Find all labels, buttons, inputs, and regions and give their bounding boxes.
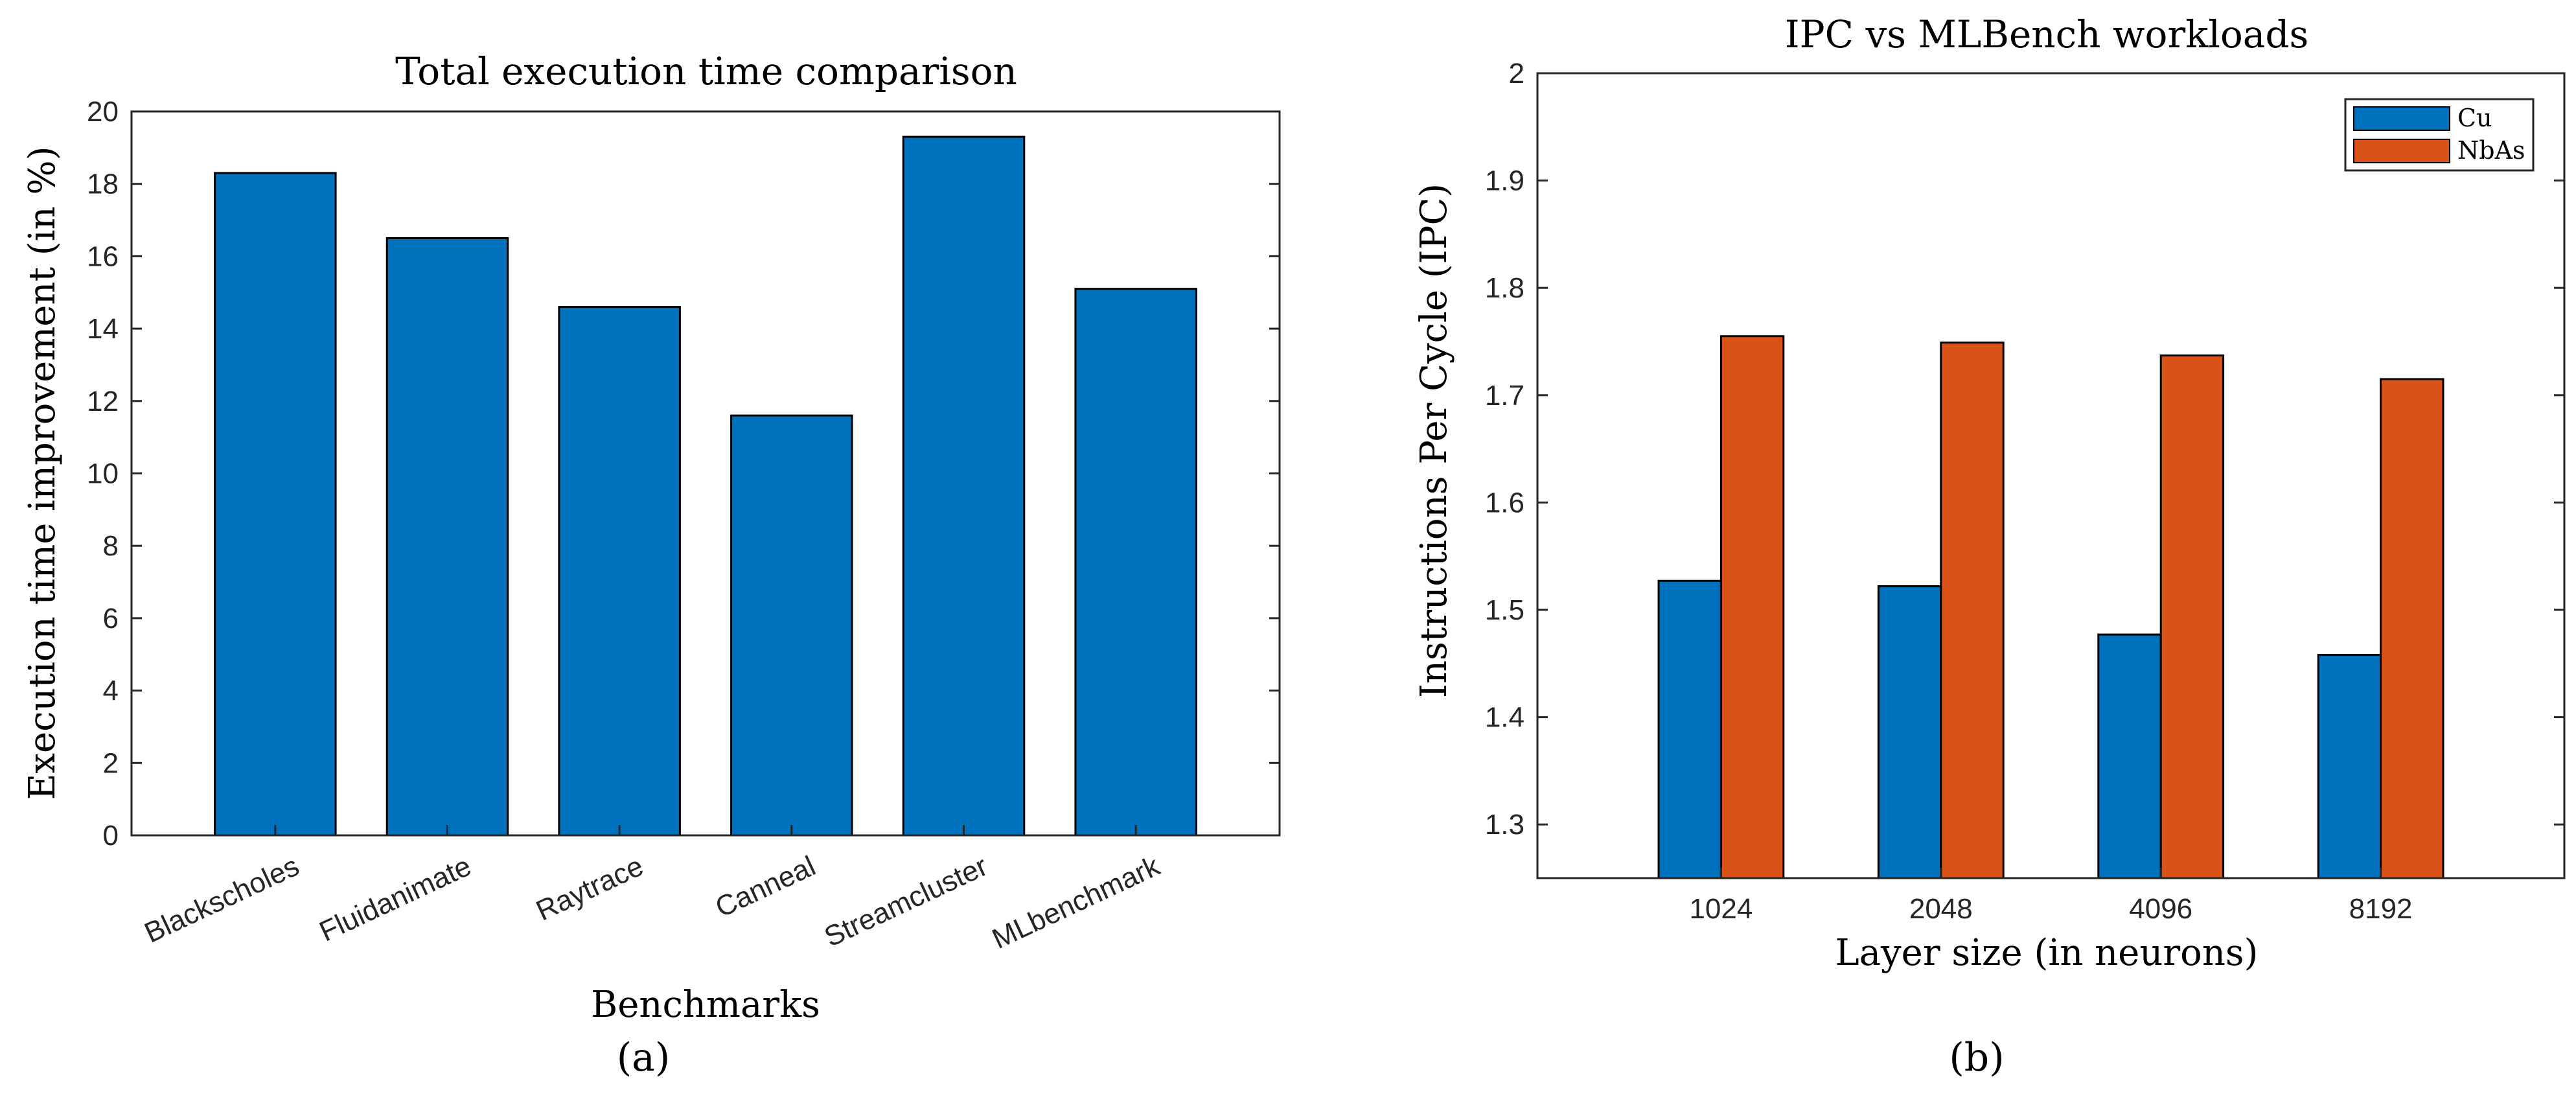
chart-a-title: Total execution time comparison xyxy=(395,49,1017,93)
chart-a-bar-fluidanimate xyxy=(385,237,509,837)
chart-b-ytick-label: 1.3 xyxy=(1485,809,1524,841)
chart-b-bar-cu-4096 xyxy=(2097,633,2162,879)
chart-a-xtick-label: MLbenchmark xyxy=(987,850,1165,955)
chart-b-xtick-label: 1024 xyxy=(1689,893,1753,925)
chart-b-ytick-label: 1.7 xyxy=(1485,380,1524,412)
legend-label-nbas: NbAs xyxy=(2457,136,2525,165)
chart-a-xtick-label: Blackscholes xyxy=(140,850,304,949)
chart-b-xlabel: Layer size (in neurons) xyxy=(1835,932,2258,974)
chart-a-xtick-label: Streamcluster xyxy=(820,850,993,953)
chart-b: IPC vs MLBench workloads 1.3 1.4 1.5 1.6 1.7… xyxy=(1413,12,2566,1080)
chart-a-ytick-label: 18 xyxy=(87,168,119,200)
chart-a: Total execution time comparison 0 2 4 6 8 10 1… xyxy=(21,49,1281,1080)
chart-a-bar-blackscholes xyxy=(214,172,337,837)
chart-a-xtick-label: Raytrace xyxy=(531,850,648,927)
chart-b-axes-box xyxy=(1536,72,2566,879)
chart-b-bar-cu-8192 xyxy=(2317,654,2382,879)
chart-a-ytick-label: 14 xyxy=(87,313,119,345)
chart-b-ytick-label: 2 xyxy=(1509,58,1524,89)
chart-a-bar-canneal xyxy=(730,414,853,837)
chart-b-bar-nbas-8192 xyxy=(2380,378,2444,879)
chart-b-bar-cu-1024 xyxy=(1657,579,1722,879)
chart-a-ylabel: Execution time improvement (in %) xyxy=(21,146,63,800)
chart-b-bar-nbas-1024 xyxy=(1719,335,1785,879)
chart-b-legend: Cu NbAs xyxy=(2344,98,2535,172)
chart-b-ytick-label: 1.9 xyxy=(1485,165,1524,197)
chart-b-xtick-label: 2048 xyxy=(1909,893,1973,925)
chart-b-title: IPC vs MLBench workloads xyxy=(1785,12,2309,56)
legend-swatch-nbas xyxy=(2353,139,2450,163)
chart-b-bar-cu-2048 xyxy=(1877,585,1942,879)
chart-a-ytick-label: 4 xyxy=(103,675,119,707)
chart-b-xtick-label: 4096 xyxy=(2129,893,2192,925)
legend-label-cu: Cu xyxy=(2457,104,2492,132)
chart-a-ytick-label: 16 xyxy=(87,240,119,272)
chart-a-xtick-label: Canneal xyxy=(711,850,820,924)
chart-a-ytick-label: 6 xyxy=(103,603,119,634)
chart-b-ytick-label: 1.5 xyxy=(1485,594,1524,626)
chart-a-ytick-label: 0 xyxy=(103,820,119,852)
panel-a-label: (a) xyxy=(617,1035,671,1080)
chart-a-ytick-label: 2 xyxy=(103,747,119,779)
chart-b-ytick-label: 1.4 xyxy=(1485,702,1524,734)
chart-a-bar-mlbenchmark xyxy=(1074,288,1197,837)
chart-a-bar-raytrace xyxy=(558,306,681,837)
chart-b-bar-nbas-4096 xyxy=(2159,354,2225,879)
chart-b-ytick-label: 1.8 xyxy=(1485,272,1524,304)
chart-b-ytick-label: 1.6 xyxy=(1485,487,1524,518)
chart-a-ytick-label: 8 xyxy=(103,530,119,562)
legend-swatch-cu xyxy=(2353,106,2450,131)
chart-b-ylabel: Instructions Per Cycle (IPC) xyxy=(1413,183,1455,698)
chart-a-xlabel: Benchmarks xyxy=(591,984,820,1026)
chart-a-ytick-label: 20 xyxy=(87,96,119,128)
chart-a-ytick-label: 12 xyxy=(87,386,119,417)
chart-a-ytick-label: 10 xyxy=(87,458,119,490)
chart-b-bar-nbas-2048 xyxy=(1940,342,2005,879)
chart-b-xtick-label: 8192 xyxy=(2349,893,2413,925)
chart-a-bar-streamcluster xyxy=(902,135,1026,837)
panel-b-label: (b) xyxy=(1949,1035,2004,1080)
chart-a-xtick-label: Fluidanimate xyxy=(315,850,476,948)
